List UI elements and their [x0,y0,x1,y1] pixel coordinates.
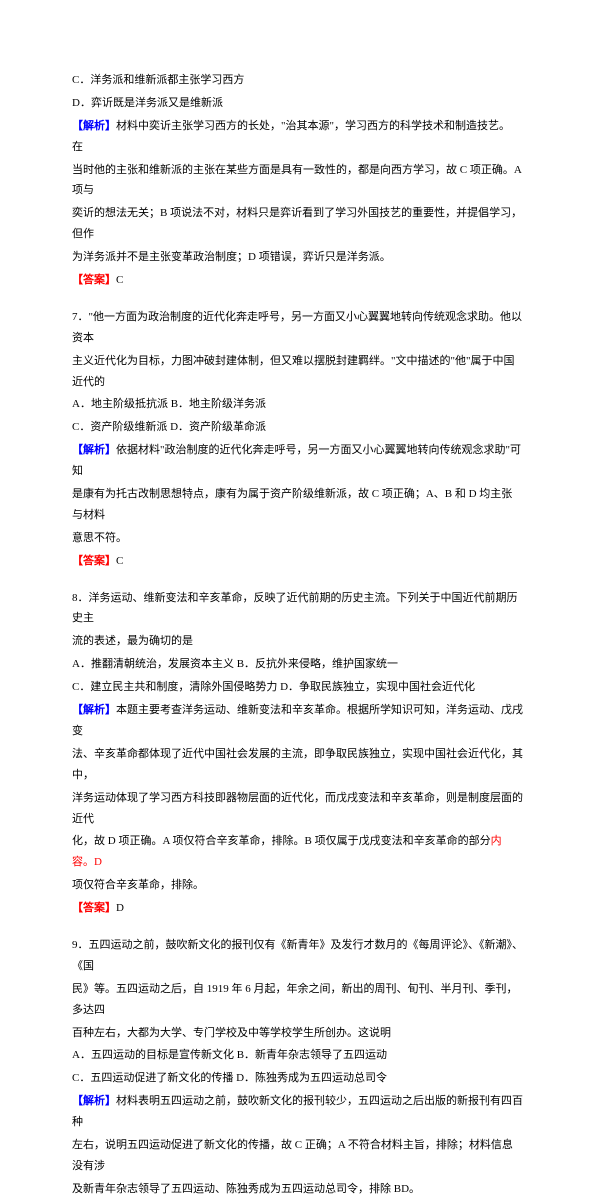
analysis-line: 【解析】本题主要考查洋务运动、维新变法和辛亥革命。根据所学知识可知，洋务运动、戊… [72,700,523,742]
text: 化，故 D 项正确。A 项仅符合辛亥革命，排除。B 项仅属于戊戌变法和辛亥革命的… [72,835,491,847]
text: A．五四运动的目标是宣传新文化 B．新青年杂志领导了五四运动 [72,1049,387,1061]
text: 奕䜣的想法无关；B 项说法不对，材料只是弈䜣看到了学习外国技艺的重要性，并提倡学… [72,207,522,240]
text-line: 为洋务派并不是主张变革政治制度；D 项错误，弈䜣只是洋务派。 [72,247,523,268]
text-line: 项仅符合辛亥革命，排除。 [72,875,523,896]
text: 流的表述，最为确切的是 [72,635,193,647]
text: 项仅符合辛亥革命，排除。 [72,879,204,891]
text: 本题主要考查洋务运动、维新变法和辛亥革命。根据所学知识可知，洋务运动、戊戌变 [72,704,523,737]
text: A．推翻清朝统治，发展资本主义 B．反抗外来侵略，维护国家统一 [72,658,398,670]
analysis-label: 【解析】 [72,444,116,456]
spacer [72,921,523,935]
text: D．弈䜣既是洋务派又是维新派 [72,97,223,109]
text-line: A．推翻清朝统治，发展资本主义 B．反抗外来侵略，维护国家统一 [72,654,523,675]
text-line: 当时他的主张和维新派的主张在某些方面是具有一致性的，都是向西方学习，故 C 项正… [72,160,523,202]
text: 当时他的主张和维新派的主张在某些方面是具有一致性的，都是向西方学习，故 C 项正… [72,164,521,197]
analysis-line: 【解析】依据材料"政治制度的近代化奔走呼号，另一方面又小心翼翼地转向传统观念求助… [72,440,523,482]
text-line: 左右，说明五四运动促进了新文化的传播，故 C 正确；A 不符合材料主旨，排除；材… [72,1135,523,1177]
text-line: A．地主阶级抵抗派 B．地主阶级洋务派 [72,394,523,415]
text-line: 法、辛亥革命都体现了近代中国社会发展的主流，即争取民族独立，实现中国社会近代化，… [72,744,523,786]
text-line: 民》等。五四运动之后，自 1919 年 6 月起，年余之间，新出的周刊、旬刊、半… [72,979,523,1021]
text-line: A．五四运动的目标是宣传新文化 B．新青年杂志领导了五四运动 [72,1045,523,1066]
text-line: 化，故 D 项正确。A 项仅符合辛亥革命，排除。B 项仅属于戊戌变法和辛亥革命的… [72,831,523,873]
text: 材料中奕䜣主张学习西方的长处，"治其本源"，学习西方的科学技术和制造技艺。 在 [72,120,510,153]
answer-line: 【答案】C [72,551,523,572]
spacer [72,574,523,588]
text-line: 8．洋务运动、维新变法和辛亥革命，反映了近代前期的历史主流。下列关于中国近代前期… [72,588,523,630]
text: 7．"他一方面为政治制度的近代化奔走呼号，另一方面又小心翼翼地转向传统观念求助。… [72,311,522,344]
text: 法、辛亥革命都体现了近代中国社会发展的主流，即争取民族独立，实现中国社会近代化，… [72,748,523,781]
text-line: C．洋务派和维新派都主张学习西方 [72,70,523,91]
spacer [72,293,523,307]
text-line: D．弈䜣既是洋务派又是维新派 [72,93,523,114]
text: 是康有为托古改制思想特点，康有为属于资产阶级维新派，故 C 项正确；A、B 和 … [72,488,512,521]
text: 及新青年杂志领导了五四运动、陈独秀成为五四运动总司令，排除 BD。 [72,1183,420,1195]
text-line: 意思不符。 [72,528,523,549]
text: 民》等。五四运动之后，自 1919 年 6 月起，年余之间，新出的周刊、旬刊、半… [72,983,518,1016]
text-line: 洋务运动体现了学习西方科技即器物层面的近代化，而戊戌变法和辛亥革命，则是制度层面… [72,788,523,830]
text: D [116,902,124,914]
text-line: 流的表述，最为确切的是 [72,631,523,652]
text: 9．五四运动之前，鼓吹新文化的报刊仅有《新青年》及发行才数月的《每周评论》、《新… [72,939,523,972]
answer-label: 【答案】 [72,902,116,914]
answer-label: 【答案】 [72,555,116,567]
text-line: 及新青年杂志领导了五四运动、陈独秀成为五四运动总司令，排除 BD。 [72,1179,523,1200]
text: 材料表明五四运动之前，鼓吹新文化的报刊较少，五四运动之后出版的新报刊有四百种 [72,1095,523,1128]
text-line: 百种左右，大都为大学、专门学校及中等学校学生所创办。这说明 [72,1023,523,1044]
text-line: 9．五四运动之前，鼓吹新文化的报刊仅有《新青年》及发行才数月的《每周评论》、《新… [72,935,523,977]
text: 为洋务派并不是主张变革政治制度；D 项错误，弈䜣只是洋务派。 [72,251,391,263]
analysis-line: 【解析】材料中奕䜣主张学习西方的长处，"治其本源"，学习西方的科学技术和制造技艺… [72,116,523,158]
text: C．五四运动促进了新文化的传播 D．陈独秀成为五四运动总司令 [72,1072,387,1084]
text: C [116,555,123,567]
text-line: 7．"他一方面为政治制度的近代化奔走呼号，另一方面又小心翼翼地转向传统观念求助。… [72,307,523,349]
text: C．资产阶级维新派 D．资产阶级革命派 [72,421,266,433]
text: C．洋务派和维新派都主张学习西方 [72,74,244,86]
text: C．建立民主共和制度，清除外国侵略势力 D．争取民族独立，实现中国社会近代化 [72,681,475,693]
text-line: C．资产阶级维新派 D．资产阶级革命派 [72,417,523,438]
text-line: C．五四运动促进了新文化的传播 D．陈独秀成为五四运动总司令 [72,1068,523,1089]
text-line: 奕䜣的想法无关；B 项说法不对，材料只是弈䜣看到了学习外国技艺的重要性，并提倡学… [72,203,523,245]
text: C [116,274,123,286]
analysis-label: 【解析】 [72,704,116,716]
answer-line: 【答案】D [72,898,523,919]
text: 主义近代化为目标，力图冲破封建体制，但又难以摆脱封建羁绊。"文中描述的"他"属于… [72,355,514,388]
text-line: C．建立民主共和制度，清除外国侵略势力 D．争取民族独立，实现中国社会近代化 [72,677,523,698]
text: 百种左右，大都为大学、专门学校及中等学校学生所创办。这说明 [72,1027,391,1039]
text-line: 是康有为托古改制思想特点，康有为属于资产阶级维新派，故 C 项正确；A、B 和 … [72,484,523,526]
text-line: 主义近代化为目标，力图冲破封建体制，但又难以摆脱封建羁绊。"文中描述的"他"属于… [72,351,523,393]
answer-line: 【答案】C [72,270,523,291]
analysis-line: 【解析】材料表明五四运动之前，鼓吹新文化的报刊较少，五四运动之后出版的新报刊有四… [72,1091,523,1133]
text: 8．洋务运动、维新变法和辛亥革命，反映了近代前期的历史主流。下列关于中国近代前期… [72,592,518,625]
answer-label: 【答案】 [72,274,116,286]
text: A．地主阶级抵抗派 B．地主阶级洋务派 [72,398,266,410]
text: 依据材料"政治制度的近代化奔走呼号，另一方面又小心翼翼地转向传统观念求助"可知 [72,444,521,477]
text: 意思不符。 [72,532,127,544]
text: 洋务运动体现了学习西方科技即器物层面的近代化，而戊戌变法和辛亥革命，则是制度层面… [72,792,523,825]
text: 左右，说明五四运动促进了新文化的传播，故 C 正确；A 不符合材料主旨，排除；材… [72,1139,513,1172]
analysis-label: 【解析】 [72,120,116,132]
analysis-label: 【解析】 [72,1095,116,1107]
